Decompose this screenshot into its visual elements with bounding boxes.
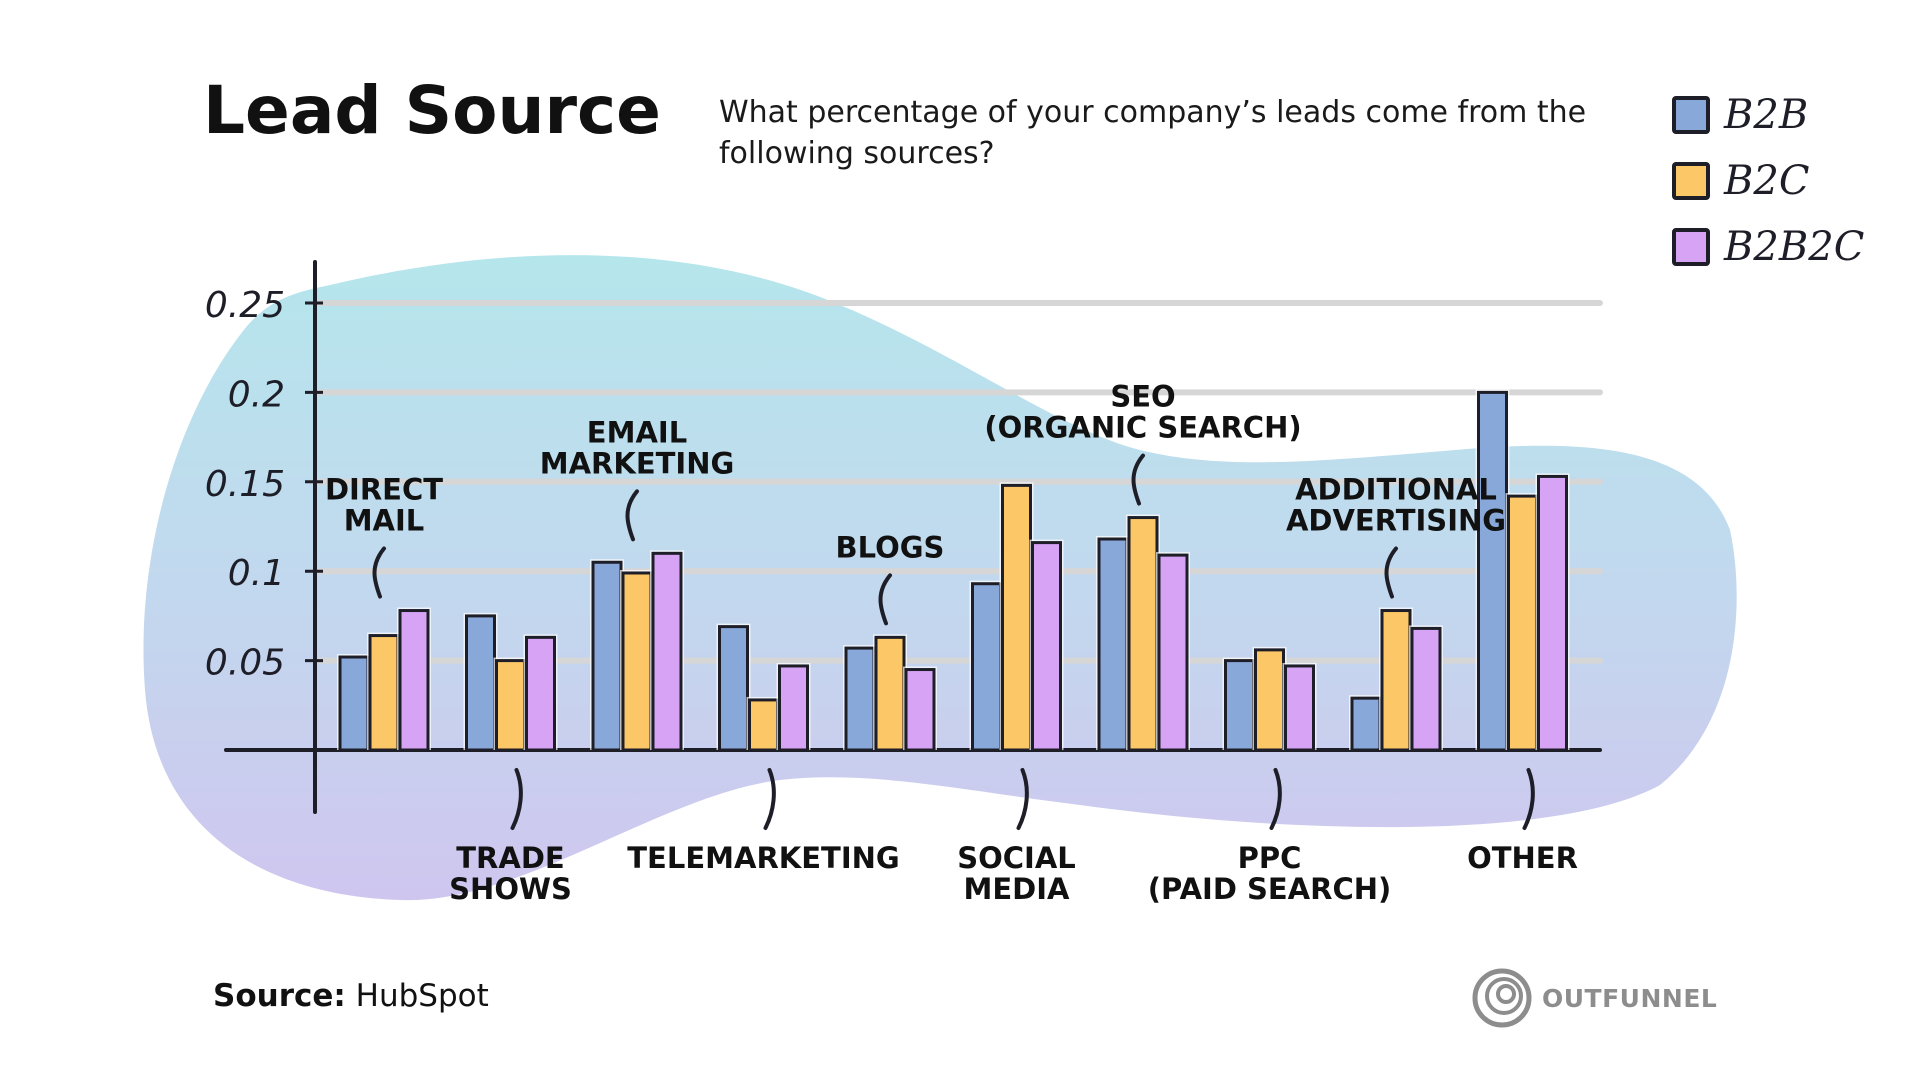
bar-b2b2c bbox=[1031, 541, 1062, 752]
label-connector bbox=[1269, 768, 1282, 830]
bar-b2b2c bbox=[1410, 626, 1442, 752]
legend-item-b2c: B2C bbox=[1666, 148, 1864, 214]
category-label: SHOWS bbox=[449, 872, 572, 906]
bar-b2c bbox=[1507, 494, 1538, 752]
bar-b2c bbox=[1254, 648, 1285, 752]
bar-b2b2c bbox=[904, 668, 936, 752]
legend-item-b2b: B2B bbox=[1666, 82, 1864, 148]
bar-b2b bbox=[1350, 696, 1382, 752]
bar-b2b bbox=[1097, 537, 1129, 752]
label-connector bbox=[625, 489, 639, 542]
y-tick-label: 0.05 bbox=[205, 643, 285, 684]
bar-b2b2c bbox=[1157, 553, 1189, 752]
category-label: MEDIA bbox=[964, 872, 1071, 906]
category-label: ADVERTISING bbox=[1286, 504, 1506, 538]
bar-b2c bbox=[1127, 516, 1159, 752]
category-label: OTHER bbox=[1467, 841, 1578, 875]
y-tick-label: 0.25 bbox=[205, 285, 285, 326]
label-connector bbox=[1522, 768, 1535, 830]
chart-legend: B2B B2C B2B2C bbox=[1666, 82, 1865, 280]
bar-b2c bbox=[621, 571, 653, 752]
outfunnel-logo-icon bbox=[1472, 968, 1532, 1028]
source-label: Source: bbox=[213, 978, 346, 1014]
bar-b2b bbox=[338, 655, 370, 752]
category-label: TELEMARKETING bbox=[627, 841, 899, 875]
chart-subtitle: What percentage of your company’s leads … bbox=[719, 95, 1587, 171]
legend-label-b2b2c: B2B2C bbox=[1724, 224, 1865, 270]
label-connector bbox=[878, 573, 892, 626]
category-label: MARKETING bbox=[540, 446, 735, 480]
bar-b2b bbox=[1224, 659, 1255, 752]
source-credit: Source: HubSpot bbox=[213, 978, 489, 1014]
category-label: EMAIL bbox=[587, 415, 687, 449]
legend-label-b2c: B2C bbox=[1724, 158, 1810, 204]
category-label: (ORGANIC SEARCH) bbox=[984, 411, 1301, 445]
category-label: DIRECT bbox=[325, 473, 443, 507]
label-connector bbox=[1131, 453, 1145, 506]
bar-b2c bbox=[495, 659, 526, 752]
category-label: PPC bbox=[1238, 841, 1302, 875]
bar-b2b2c bbox=[1284, 664, 1315, 752]
page-title: Lead Source bbox=[203, 72, 661, 149]
label-connector bbox=[510, 768, 523, 830]
legend-swatch-b2b bbox=[1666, 96, 1710, 142]
bar-b2b2c bbox=[651, 551, 683, 752]
bar-b2c bbox=[1380, 609, 1412, 752]
label-connector bbox=[1016, 768, 1029, 830]
bar-b2b bbox=[971, 582, 1002, 752]
bar-b2c bbox=[748, 698, 779, 752]
bar-b2c bbox=[368, 634, 400, 752]
y-tick-label: 0.1 bbox=[228, 553, 285, 594]
bar-b2b bbox=[591, 560, 623, 752]
bar-b2b2c bbox=[398, 609, 430, 752]
category-label: ADDITIONAL bbox=[1295, 473, 1497, 507]
category-label: BLOGS bbox=[836, 530, 945, 564]
brand-logo: OUTFUNNEL bbox=[1472, 968, 1717, 1028]
bar-b2b2c bbox=[525, 635, 556, 752]
bar-b2b bbox=[1477, 390, 1508, 752]
bar-b2c bbox=[1001, 483, 1032, 752]
category-label: (PAID SEARCH) bbox=[1148, 872, 1392, 906]
label-connector bbox=[372, 546, 386, 599]
y-tick-label: 0.15 bbox=[205, 464, 285, 505]
category-label: SEO bbox=[1110, 380, 1175, 414]
bar-b2c bbox=[874, 635, 906, 752]
source-value: HubSpot bbox=[355, 978, 489, 1014]
bar-b2b2c bbox=[778, 664, 809, 752]
legend-item-b2b2c: B2B2C bbox=[1666, 214, 1865, 280]
category-label: MAIL bbox=[344, 504, 425, 538]
bar-b2b2c bbox=[1537, 474, 1568, 752]
category-label: TRADE bbox=[456, 841, 564, 875]
bar-b2b bbox=[718, 625, 749, 752]
bar-b2b bbox=[844, 646, 876, 752]
label-connector bbox=[1384, 546, 1398, 599]
legend-label-b2b: B2B bbox=[1724, 92, 1809, 138]
bar-b2b bbox=[465, 614, 496, 752]
y-tick-label: 0.2 bbox=[228, 374, 285, 415]
category-label: SOCIAL bbox=[957, 841, 1076, 875]
label-connector bbox=[763, 768, 776, 830]
brand-name: OUTFUNNEL bbox=[1542, 983, 1718, 1013]
